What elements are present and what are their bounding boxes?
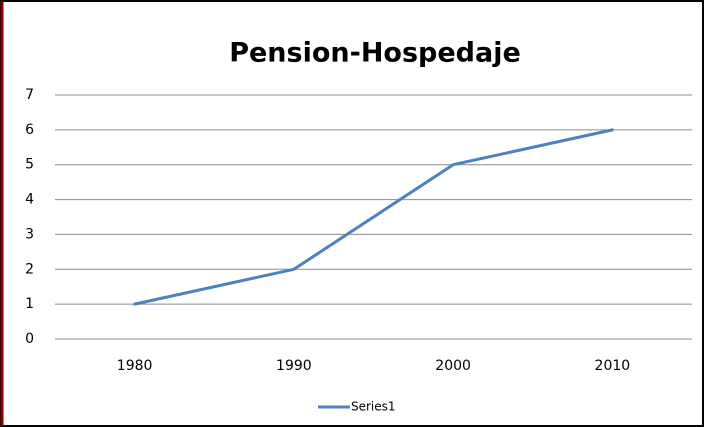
y-tick-label: 4 [25, 192, 34, 208]
legend-label: Series1 [351, 400, 396, 414]
y-tick-label: 6 [25, 122, 34, 138]
x-tick-label: 1990 [276, 358, 312, 374]
line-series [133, 128, 614, 306]
y-tick-label: 1 [25, 296, 34, 312]
y-tick-label: 7 [25, 87, 34, 103]
y-tick-label: 0 [25, 331, 34, 347]
x-tick-label: 2000 [435, 358, 471, 374]
chart-title: Pension-Hospedaje [229, 38, 521, 69]
y-tick-label: 3 [25, 226, 34, 242]
x-tick-label: 2010 [595, 358, 631, 374]
y-tick-label: 2 [25, 261, 34, 277]
x-tick-label: 1980 [117, 358, 153, 374]
y-tick-label: 5 [25, 157, 34, 173]
